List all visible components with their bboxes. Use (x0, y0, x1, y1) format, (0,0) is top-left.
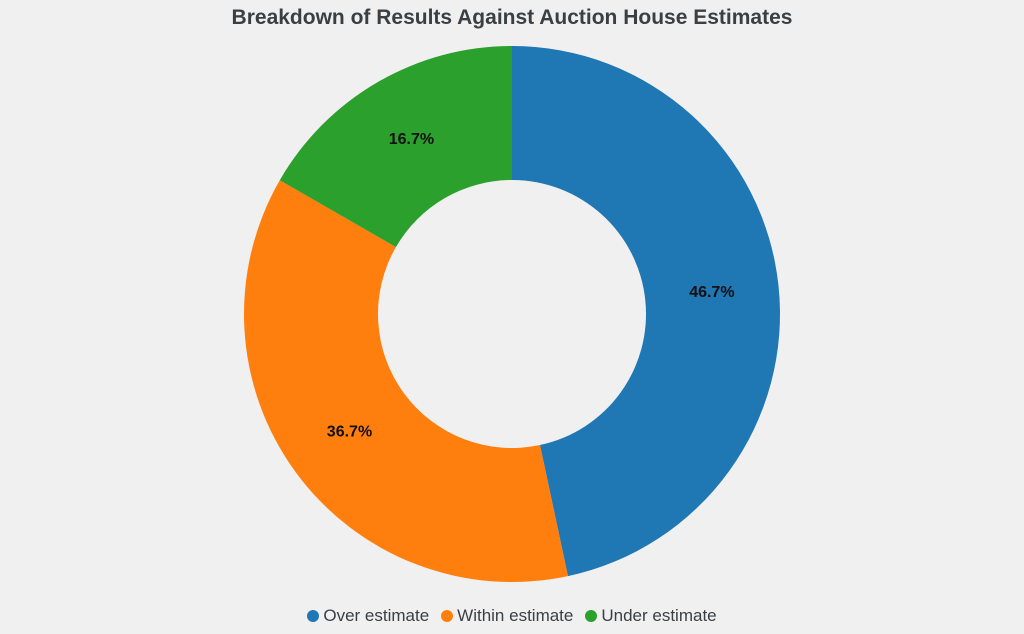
legend-item-within-estimate[interactable]: Within estimate (441, 606, 573, 626)
slice-within-estimate[interactable] (244, 180, 568, 583)
legend-swatch-over-estimate (307, 610, 320, 622)
slice-label-under-estimate: 16.7% (389, 131, 434, 148)
chart-title: Breakdown of Results Against Auction Hou… (231, 6, 793, 29)
chart-legend: Over estimate Within estimate Under esti… (0, 606, 1024, 626)
legend-label-over-estimate: Over estimate (323, 606, 430, 625)
slice-under-estimate[interactable] (279, 46, 512, 248)
legend-swatch-under-estimate (585, 610, 598, 622)
legend-item-under-estimate[interactable]: Under estimate (585, 606, 717, 626)
slice-label-over-estimate: 46.7% (689, 284, 734, 301)
slice-label-within-estimate: 36.7% (327, 424, 372, 441)
slice-over-estimate[interactable] (512, 46, 780, 577)
legend-label-within-estimate: Within estimate (457, 606, 574, 625)
legend-swatch-within-estimate (441, 610, 454, 622)
legend-label-under-estimate: Under estimate (601, 606, 717, 625)
legend-item-over-estimate[interactable]: Over estimate (307, 606, 429, 626)
